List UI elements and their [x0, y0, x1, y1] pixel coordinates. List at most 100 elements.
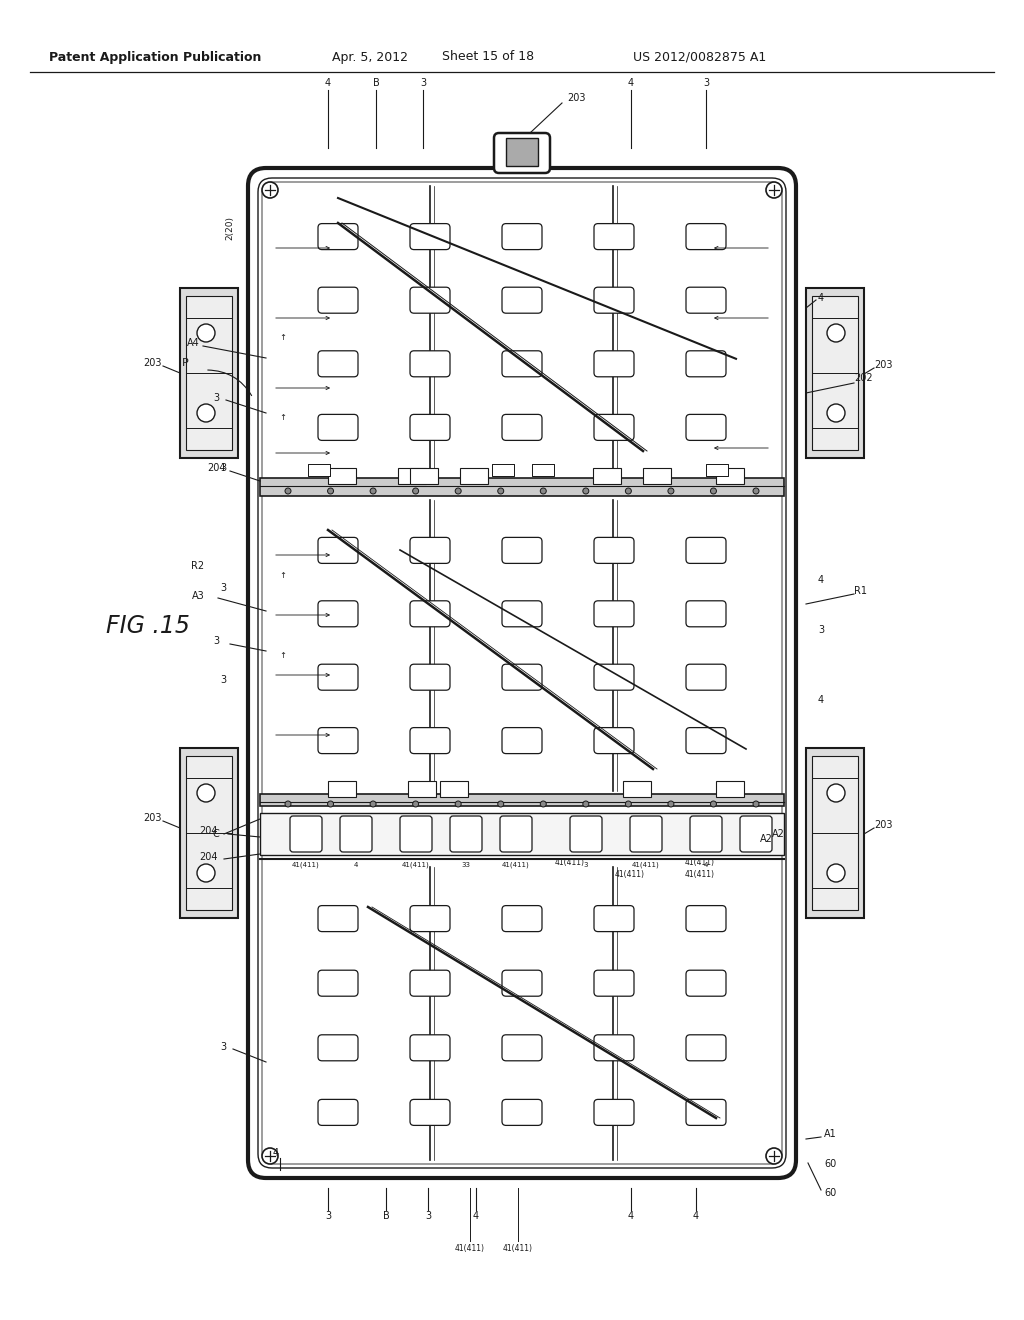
Bar [506, 139, 538, 166]
Bar [643, 469, 671, 484]
Circle shape [456, 801, 461, 807]
Text: US 2012/0082875 A1: US 2012/0082875 A1 [634, 50, 767, 63]
Bar [410, 469, 438, 484]
FancyBboxPatch shape [410, 288, 450, 313]
Circle shape [413, 801, 419, 807]
Bar [260, 478, 784, 496]
Text: P: P [181, 358, 188, 368]
Circle shape [541, 801, 546, 807]
Bar [186, 756, 232, 909]
Circle shape [541, 488, 546, 494]
Text: A3: A3 [191, 591, 205, 601]
Text: 4: 4 [325, 78, 331, 88]
Text: 41(411): 41(411) [555, 858, 585, 867]
FancyBboxPatch shape [410, 1100, 450, 1126]
FancyBboxPatch shape [502, 414, 542, 441]
FancyBboxPatch shape [594, 288, 634, 313]
Bar [408, 781, 436, 797]
FancyBboxPatch shape [686, 537, 726, 564]
Circle shape [583, 488, 589, 494]
Text: A2: A2 [760, 834, 772, 843]
Text: 41(411): 41(411) [503, 1243, 534, 1253]
FancyBboxPatch shape [410, 664, 450, 690]
FancyBboxPatch shape [502, 351, 542, 376]
FancyBboxPatch shape [502, 664, 542, 690]
Bar [180, 748, 238, 917]
FancyBboxPatch shape [248, 168, 796, 1177]
Text: 41(411): 41(411) [615, 870, 645, 879]
FancyBboxPatch shape [318, 288, 358, 313]
Circle shape [328, 801, 334, 807]
FancyBboxPatch shape [594, 223, 634, 249]
FancyBboxPatch shape [594, 970, 634, 997]
Circle shape [711, 801, 717, 807]
FancyBboxPatch shape [686, 727, 726, 754]
FancyBboxPatch shape [686, 1035, 726, 1061]
Circle shape [583, 801, 589, 807]
Bar [328, 469, 356, 484]
Circle shape [827, 784, 845, 803]
FancyBboxPatch shape [686, 351, 726, 376]
Text: 33: 33 [462, 862, 470, 869]
Text: 3: 3 [220, 675, 226, 685]
Text: 202: 202 [854, 374, 872, 383]
Bar [806, 288, 864, 458]
FancyBboxPatch shape [594, 1100, 634, 1126]
Text: 3: 3 [420, 78, 426, 88]
Text: 204: 204 [199, 826, 217, 836]
Text: 203: 203 [874, 820, 893, 830]
Circle shape [498, 801, 504, 807]
FancyBboxPatch shape [502, 601, 542, 627]
FancyBboxPatch shape [502, 1100, 542, 1126]
Bar [812, 756, 858, 909]
FancyBboxPatch shape [502, 906, 542, 932]
FancyBboxPatch shape [686, 601, 726, 627]
Text: 4: 4 [818, 293, 824, 304]
FancyBboxPatch shape [290, 816, 322, 851]
Text: 4: 4 [628, 78, 634, 88]
FancyBboxPatch shape [594, 664, 634, 690]
FancyBboxPatch shape [318, 414, 358, 441]
Text: 4: 4 [818, 696, 824, 705]
Circle shape [262, 1148, 278, 1164]
Bar [308, 465, 330, 477]
Text: A2: A2 [771, 829, 784, 840]
FancyBboxPatch shape [318, 1100, 358, 1126]
Text: 4: 4 [628, 1210, 634, 1221]
Bar [812, 296, 858, 450]
Text: ↑: ↑ [280, 334, 287, 342]
FancyBboxPatch shape [318, 970, 358, 997]
Circle shape [827, 865, 845, 882]
Text: ↑: ↑ [280, 652, 287, 660]
Bar [460, 469, 488, 484]
Text: 60: 60 [824, 1159, 837, 1170]
FancyBboxPatch shape [450, 816, 482, 851]
Text: B: B [373, 78, 379, 88]
Bar [806, 748, 864, 917]
Text: 60: 60 [824, 1188, 837, 1199]
Bar [260, 813, 784, 855]
Text: 41(411): 41(411) [402, 862, 430, 869]
FancyBboxPatch shape [340, 816, 372, 851]
FancyBboxPatch shape [410, 537, 450, 564]
Circle shape [753, 801, 759, 807]
Bar [186, 296, 232, 450]
FancyBboxPatch shape [318, 664, 358, 690]
Bar [623, 781, 651, 797]
FancyBboxPatch shape [318, 537, 358, 564]
Circle shape [262, 182, 278, 198]
Text: 3: 3 [220, 1041, 226, 1052]
FancyBboxPatch shape [410, 906, 450, 932]
FancyBboxPatch shape [594, 537, 634, 564]
Circle shape [370, 488, 376, 494]
Text: A4: A4 [186, 338, 200, 348]
Text: 3: 3 [425, 1210, 431, 1221]
Bar [492, 465, 514, 477]
Text: Apr. 5, 2012: Apr. 5, 2012 [332, 50, 408, 63]
Bar [532, 465, 554, 477]
FancyBboxPatch shape [594, 727, 634, 754]
FancyBboxPatch shape [410, 1035, 450, 1061]
Text: B: B [383, 1210, 389, 1221]
FancyBboxPatch shape [318, 223, 358, 249]
FancyBboxPatch shape [400, 816, 432, 851]
